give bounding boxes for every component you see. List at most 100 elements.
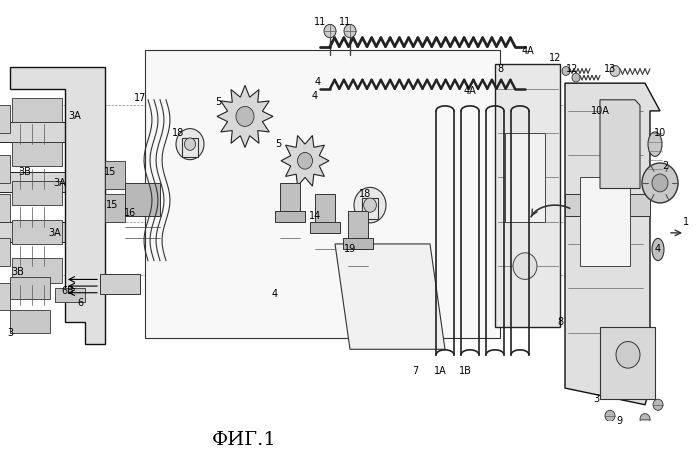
Text: 1В: 1В: [459, 366, 471, 376]
Circle shape: [653, 399, 663, 410]
Bar: [105, 161, 125, 189]
Circle shape: [344, 24, 356, 38]
Text: 11: 11: [339, 17, 351, 27]
Polygon shape: [335, 244, 445, 349]
Circle shape: [616, 342, 640, 368]
Polygon shape: [0, 222, 80, 242]
Bar: [505, 133, 545, 222]
Text: 7: 7: [412, 366, 418, 376]
Text: 2: 2: [662, 161, 668, 171]
Text: 10А: 10А: [591, 106, 610, 116]
Circle shape: [363, 198, 376, 212]
Text: 4А: 4А: [521, 46, 534, 56]
Text: 5: 5: [275, 139, 281, 149]
Text: 15: 15: [106, 200, 118, 210]
Text: 12: 12: [549, 53, 561, 63]
Bar: [12, 181, 62, 205]
Bar: [348, 211, 368, 250]
Circle shape: [610, 65, 620, 76]
Bar: [565, 194, 650, 216]
Bar: [125, 183, 160, 216]
Text: 10: 10: [654, 128, 666, 138]
Text: 5: 5: [215, 97, 221, 107]
Bar: [275, 211, 305, 222]
Bar: [12, 98, 62, 122]
Circle shape: [298, 153, 312, 169]
Circle shape: [185, 138, 196, 150]
Text: 8: 8: [557, 316, 563, 327]
Bar: [10, 311, 50, 333]
Polygon shape: [217, 85, 273, 147]
Ellipse shape: [652, 239, 664, 261]
Circle shape: [176, 129, 204, 160]
Polygon shape: [0, 283, 10, 311]
Bar: [182, 138, 198, 157]
Text: 4А: 4А: [463, 86, 477, 96]
Polygon shape: [145, 50, 500, 338]
Text: 9: 9: [616, 416, 622, 426]
Text: 1А: 1А: [433, 366, 447, 376]
Polygon shape: [565, 83, 660, 405]
Bar: [105, 194, 125, 222]
Text: 17: 17: [134, 93, 146, 103]
Bar: [12, 219, 62, 244]
Polygon shape: [0, 239, 10, 266]
Text: 18: 18: [172, 128, 184, 138]
Text: 3А: 3А: [69, 111, 81, 121]
Text: 4: 4: [272, 289, 278, 299]
Text: 6: 6: [77, 298, 83, 308]
Circle shape: [354, 187, 386, 223]
Bar: [280, 183, 300, 222]
Polygon shape: [10, 66, 105, 344]
Polygon shape: [600, 327, 655, 399]
Polygon shape: [281, 136, 329, 186]
Text: 16: 16: [124, 208, 136, 218]
Circle shape: [562, 66, 570, 76]
Polygon shape: [0, 194, 10, 222]
Text: 18: 18: [359, 189, 371, 199]
Circle shape: [640, 414, 650, 425]
Circle shape: [642, 163, 678, 203]
Text: 14: 14: [309, 211, 321, 221]
Polygon shape: [495, 64, 560, 327]
Text: 19: 19: [344, 245, 356, 255]
Bar: [10, 277, 50, 300]
Polygon shape: [0, 155, 10, 183]
Ellipse shape: [648, 132, 662, 156]
Polygon shape: [0, 172, 80, 192]
Bar: [12, 142, 62, 166]
Text: 3: 3: [7, 327, 13, 338]
Text: 6В: 6В: [62, 285, 74, 295]
Circle shape: [605, 410, 615, 421]
Polygon shape: [0, 105, 10, 133]
Text: 3А: 3А: [49, 228, 62, 238]
Bar: [55, 288, 85, 302]
Text: 4: 4: [655, 245, 661, 255]
Text: ФИГ.1: ФИГ.1: [212, 431, 277, 449]
Text: 12: 12: [565, 64, 578, 74]
Text: 4: 4: [312, 92, 318, 102]
Text: 1: 1: [683, 217, 689, 227]
Text: 3В: 3В: [12, 267, 24, 277]
Bar: [580, 177, 630, 266]
Bar: [100, 274, 140, 294]
Bar: [310, 222, 340, 233]
Text: 8: 8: [497, 64, 503, 74]
Bar: [343, 239, 373, 250]
Circle shape: [572, 73, 580, 82]
Polygon shape: [600, 100, 640, 189]
Circle shape: [652, 174, 668, 192]
Text: 3А: 3А: [54, 178, 66, 188]
Circle shape: [324, 24, 336, 38]
Text: 3: 3: [593, 394, 599, 404]
Bar: [315, 194, 335, 233]
Text: 4: 4: [315, 77, 321, 87]
Polygon shape: [0, 122, 80, 142]
Text: 11: 11: [314, 17, 326, 27]
Text: 15: 15: [104, 167, 116, 177]
Circle shape: [236, 106, 254, 126]
Text: 13: 13: [604, 64, 616, 74]
Bar: [12, 258, 62, 283]
Bar: [362, 198, 378, 219]
Circle shape: [513, 253, 537, 279]
